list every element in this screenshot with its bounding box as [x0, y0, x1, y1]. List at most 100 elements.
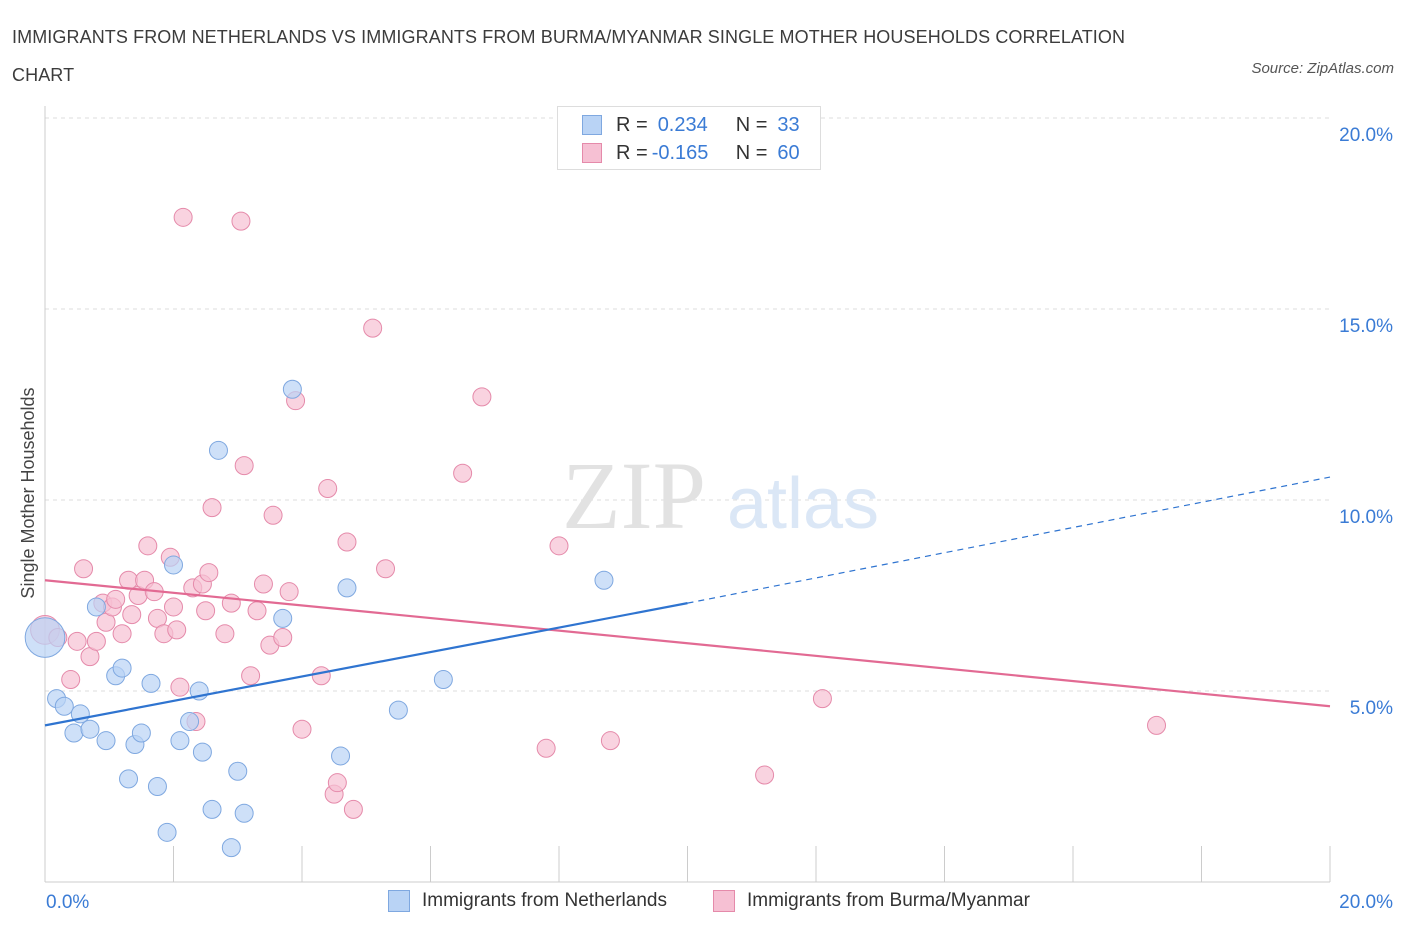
burma-myanmar-point	[164, 597, 183, 617]
burma-myanmar-point	[376, 559, 396, 579]
netherlands-point	[234, 803, 254, 823]
burma-myanmar-point	[755, 765, 775, 785]
legend-r-label: R =	[616, 141, 648, 164]
burma-myanmar-point	[812, 689, 832, 709]
legend-n-value: 33	[777, 113, 800, 136]
legend-item-netherlands: Immigrants from Netherlands	[388, 890, 667, 912]
burma-myanmar-point	[106, 589, 126, 609]
legend-swatch-burma-myanmar	[713, 890, 735, 912]
netherlands-point	[54, 696, 74, 716]
burma-myanmar-point	[1147, 715, 1167, 735]
netherlands-point	[147, 777, 167, 796]
burma-myanmar-point	[86, 631, 106, 651]
legend-swatch-netherlands	[388, 890, 410, 912]
burma-myanmar-point	[549, 536, 569, 556]
trend-line-netherlands	[44, 602, 688, 727]
burma-myanmar-point	[600, 731, 620, 751]
netherlands-point	[170, 731, 190, 751]
watermark-atlas: atlas	[727, 464, 879, 544]
netherlands-point	[594, 570, 614, 590]
netherlands-point	[64, 723, 84, 743]
burma-myanmar-point	[74, 559, 94, 579]
x-tick-label: 20.0%	[1339, 892, 1393, 913]
burma-myanmar-point	[61, 670, 81, 690]
burma-myanmar-point	[215, 624, 235, 644]
watermark-zip: ZIP	[562, 442, 706, 549]
burma-myanmar-point	[231, 211, 251, 231]
netherlands-point	[86, 597, 106, 617]
y-tick-label: 5.0%	[1350, 698, 1393, 719]
netherlands-point	[96, 731, 116, 751]
legend-r-value: 0.234	[657, 113, 708, 136]
burma-myanmar-point	[119, 570, 139, 590]
burma-myanmar-point	[318, 479, 338, 499]
x-tick-label: 0.0%	[46, 892, 89, 913]
burma-myanmar-point	[170, 677, 190, 697]
source-credit: Source: ZipAtlas.com	[1251, 60, 1394, 77]
burma-myanmar-point	[311, 666, 331, 686]
netherlands-point	[221, 838, 241, 858]
legend-swatch-netherlands	[582, 115, 602, 135]
burma-myanmar-point	[234, 456, 254, 476]
netherlands-point	[388, 700, 408, 720]
burma-myanmar-point	[67, 631, 87, 651]
burma-myanmar-point	[122, 605, 142, 625]
netherlands-point	[273, 608, 293, 628]
watermark: ZIP atlas	[562, 442, 879, 549]
chart-title: IMMIGRANTS FROM NETHERLANDS VS IMMIGRANT…	[12, 27, 1126, 85]
burma-myanmar-point	[199, 563, 219, 583]
burma-myanmar-point	[253, 574, 273, 594]
burma-myanmar-point	[343, 799, 363, 819]
netherlands-point	[208, 440, 228, 460]
legend-row-burma-myanmar: R = -0.165 N = 60	[582, 139, 800, 167]
burma-myanmar-point	[263, 505, 283, 525]
y-tick-label: 15.0%	[1339, 316, 1393, 337]
burma-myanmar-point	[273, 628, 293, 648]
burma-myanmar-point	[472, 387, 492, 407]
legend-label-netherlands: Immigrants from Netherlands	[422, 890, 667, 911]
netherlands-point	[331, 746, 351, 766]
burma-myanmar-point	[247, 601, 267, 621]
y-tick-label: 10.0%	[1339, 507, 1393, 528]
burma-myanmar-point	[196, 601, 216, 621]
tick-labels: 5.0% 10.0% 15.0% 20.0% 0.0% 20.0%	[46, 125, 1393, 913]
netherlands-point	[131, 723, 151, 743]
legend-n-label: N =	[735, 141, 768, 164]
burma-myanmar-point	[363, 318, 383, 338]
netherlands-point	[228, 761, 248, 781]
netherlands-point	[141, 673, 161, 693]
burma-myanmar-point	[173, 207, 193, 227]
burma-myanmar-point	[327, 773, 347, 793]
netherlands-point	[80, 719, 100, 739]
trend-line-burma-myanmar	[44, 579, 1331, 708]
burma-myanmar-point	[279, 582, 299, 602]
netherlands-point	[119, 769, 139, 789]
legend-row-netherlands: R = 0.234 N = 33	[582, 111, 800, 139]
burma-myanmar-point	[167, 620, 187, 640]
burma-myanmar-point	[112, 624, 132, 644]
trend-lines	[44, 476, 1331, 727]
burma-myanmar-point	[292, 719, 312, 739]
legend-n-label: N =	[735, 113, 768, 136]
netherlands-point	[24, 617, 66, 658]
legend-r-label: R =	[616, 113, 648, 136]
y-tick-label: 20.0%	[1339, 125, 1393, 146]
burma-myanmar-point	[453, 463, 473, 483]
netherlands-point	[192, 742, 212, 762]
netherlands-point	[112, 658, 132, 678]
y-axis-label: Single Mother Households	[18, 387, 38, 598]
series-burma-myanmar-points	[30, 207, 1167, 819]
burma-myanmar-point	[241, 666, 261, 686]
legend-label-burma-myanmar: Immigrants from Burma/Myanmar	[747, 890, 1030, 911]
axes	[44, 106, 1331, 883]
netherlands-point	[282, 379, 302, 399]
netherlands-point	[337, 578, 357, 598]
correlation-legend: R = 0.234 N = 33 R = -0.165 N = 60	[557, 106, 821, 170]
netherlands-point	[180, 712, 200, 732]
burma-myanmar-point	[202, 498, 222, 518]
burma-myanmar-point	[138, 536, 158, 556]
legend-item-burma-myanmar: Immigrants from Burma/Myanmar	[713, 890, 1030, 912]
burma-myanmar-point	[536, 738, 556, 758]
netherlands-point	[164, 555, 183, 575]
